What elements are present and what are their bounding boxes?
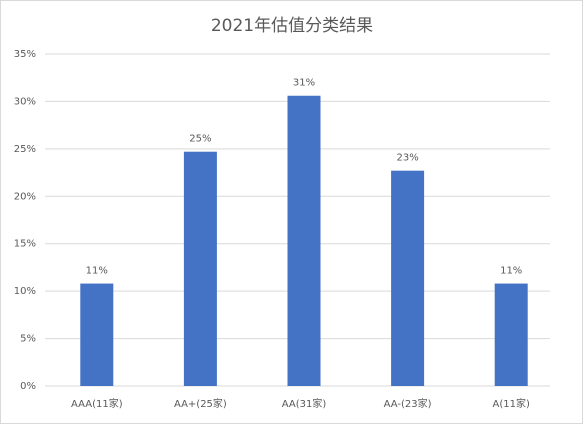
bar bbox=[80, 283, 114, 386]
value-label: 31% bbox=[293, 78, 315, 89]
value-label: 11% bbox=[86, 266, 108, 277]
bar bbox=[287, 95, 321, 386]
y-tick-label: 10% bbox=[14, 286, 36, 297]
x-tick-label: AAA(11家) bbox=[71, 397, 123, 410]
y-tick-label: 20% bbox=[14, 191, 36, 202]
value-label: 11% bbox=[500, 266, 522, 277]
y-tick-label: 5% bbox=[20, 334, 36, 345]
value-label: 25% bbox=[189, 134, 211, 145]
y-tick-label: 15% bbox=[14, 239, 36, 250]
x-tick-label: AA(31家) bbox=[282, 397, 327, 410]
bar bbox=[391, 170, 425, 386]
y-tick-label: 30% bbox=[14, 96, 36, 107]
y-tick-label: 0% bbox=[20, 381, 36, 392]
x-tick-label: AA-(23家) bbox=[384, 397, 432, 410]
bar bbox=[183, 151, 217, 386]
x-tick-label: A(11家) bbox=[493, 397, 530, 410]
y-tick-label: 35% bbox=[14, 49, 36, 60]
value-label: 23% bbox=[396, 153, 418, 164]
bar bbox=[494, 283, 528, 386]
chart-title: 2021年估值分类结果 bbox=[211, 16, 373, 36]
y-tick-label: 25% bbox=[14, 144, 36, 155]
x-tick-label: AA+(25家) bbox=[174, 397, 227, 410]
